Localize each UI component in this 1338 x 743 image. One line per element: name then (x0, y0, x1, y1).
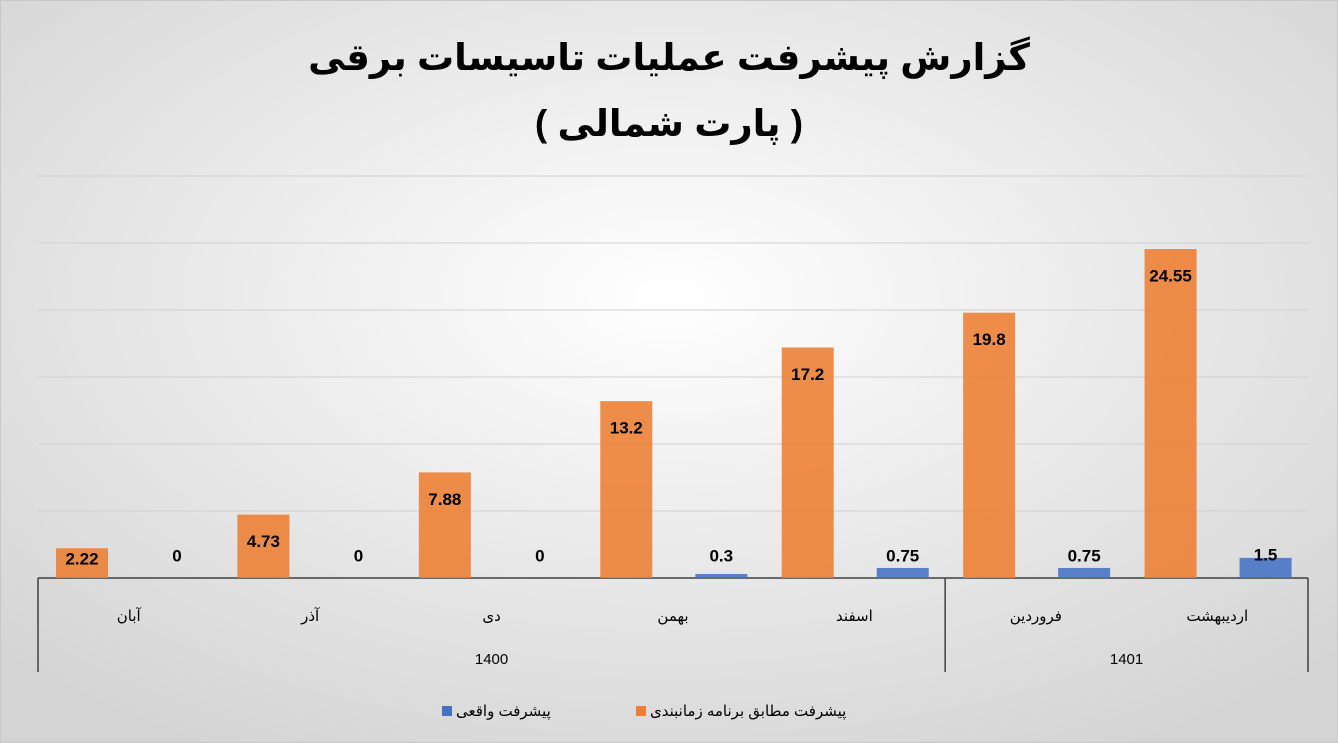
data-label: 0 (535, 546, 544, 565)
x-tick-label: بهمن (657, 608, 688, 625)
data-label: 7.88 (428, 490, 461, 509)
x-tick-label: اردیبهشت (1186, 608, 1248, 625)
data-label: 0.75 (1068, 546, 1101, 565)
x-tick-label: آذر (300, 607, 320, 625)
group-label: 1401 (1110, 651, 1143, 668)
data-label: 0.3 (709, 546, 733, 565)
bar (876, 567, 929, 578)
data-label: 0 (172, 546, 181, 565)
legend-swatch (636, 706, 646, 716)
x-tick-label: اسفند (836, 608, 873, 625)
x-tick-label: فروردین (1010, 608, 1062, 625)
data-label: 13.2 (610, 419, 643, 438)
bar (781, 347, 834, 578)
bar (963, 312, 1016, 578)
chart-title: گزارش پیشرفت عملیات تاسیسات برقی (308, 36, 1030, 79)
data-label: 24.55 (1149, 267, 1192, 286)
bar (418, 472, 471, 578)
bar (237, 514, 290, 578)
bar (600, 401, 653, 578)
data-label: 19.8 (973, 330, 1006, 349)
bar (1144, 249, 1197, 578)
bar (695, 573, 748, 578)
x-tick-label: آبان (117, 607, 142, 625)
chart-subtitle: ( پارت شمالی ) (535, 103, 803, 145)
data-label: 0 (354, 546, 363, 565)
legend-swatch (442, 706, 452, 716)
x-tick-label: دی (482, 608, 500, 625)
bar (1058, 567, 1111, 578)
data-label: 2.22 (65, 549, 98, 568)
bar (1239, 557, 1292, 578)
legend-label: پیشرفت واقعی (456, 703, 551, 721)
legend-label: پیشرفت مطابق برنامه زمانبندی (650, 703, 846, 721)
bar (56, 548, 108, 578)
data-label: 1.5 (1254, 545, 1278, 564)
data-label: 4.73 (247, 532, 280, 551)
data-label: 17.2 (791, 365, 824, 384)
data-label: 0.75 (886, 546, 919, 565)
group-label: 1400 (475, 651, 508, 668)
